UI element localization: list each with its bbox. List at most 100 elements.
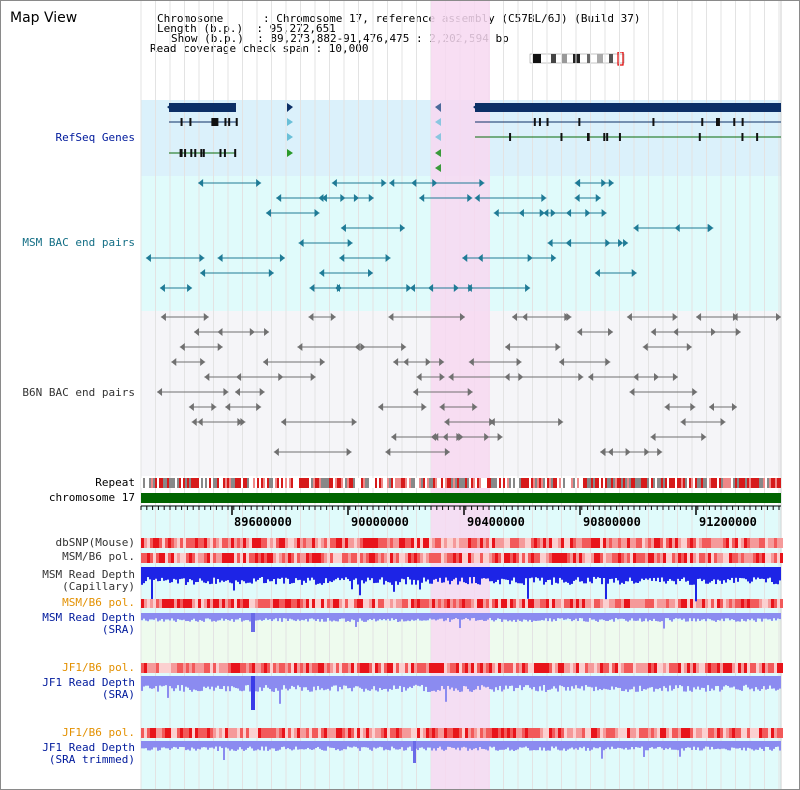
heat-cell xyxy=(441,663,444,673)
heat-cell xyxy=(522,663,525,673)
depth-bar xyxy=(685,741,687,748)
depth-bar xyxy=(439,741,441,747)
repeat-bar xyxy=(429,478,431,488)
track-label-msm-depth-cap[interactable]: MSM Read Depth xyxy=(42,568,135,581)
depth-bar xyxy=(683,741,685,751)
depth-bar xyxy=(731,676,733,688)
depth-bar xyxy=(569,676,571,691)
depth-bar xyxy=(565,676,567,691)
depth-bar xyxy=(365,567,367,582)
exon xyxy=(560,133,563,141)
repeat-bar xyxy=(283,478,285,488)
heat-cell xyxy=(768,599,771,608)
bac-end xyxy=(360,343,366,351)
depth-bar xyxy=(393,676,395,686)
track-label-msm-b6-pol-2[interactable]: MSM/B6 pol. xyxy=(62,596,135,609)
heat-cell xyxy=(234,599,237,608)
heat-cell xyxy=(420,538,423,548)
bac-end xyxy=(330,313,336,321)
track-label-b6n-bac[interactable]: B6N BAC end pairs xyxy=(22,386,135,399)
repeat-bar xyxy=(487,478,489,488)
repeat-bar xyxy=(669,478,671,488)
heat-cell xyxy=(624,663,627,673)
heat-cell xyxy=(465,553,468,563)
depth-bar xyxy=(485,676,487,688)
track-label-msm-b6-pol[interactable]: MSM/B6 pol. xyxy=(62,550,135,563)
depth-bar xyxy=(733,613,735,620)
depth-bar xyxy=(505,567,507,580)
repeat-bar xyxy=(337,478,339,488)
depth-bar xyxy=(575,567,577,580)
bac-end xyxy=(577,328,583,336)
bac-end xyxy=(605,358,611,366)
heat-cell xyxy=(261,538,264,548)
depth-bar xyxy=(525,676,527,686)
heat-cell xyxy=(705,599,708,608)
depth-bar xyxy=(611,741,613,747)
depth-bar xyxy=(723,741,725,749)
track-label-msm-depth-sra[interactable]: MSM Read Depth xyxy=(42,611,135,624)
depth-bar xyxy=(283,567,285,584)
depth-bar xyxy=(467,567,469,585)
track-label-jf1-b6-pol[interactable]: JF1/B6 pol. xyxy=(62,661,135,674)
track-label-refseq[interactable]: RefSeq Genes xyxy=(55,131,135,144)
repeat-bar xyxy=(731,478,733,488)
bac-end xyxy=(256,403,262,411)
track-label-jf1-depth-sra[interactable]: JF1 Read Depth xyxy=(42,676,135,689)
bac-end xyxy=(265,209,271,217)
depth-bar xyxy=(509,613,511,621)
repeat-bar xyxy=(369,478,371,488)
depth-bar xyxy=(359,741,361,751)
repeat-bar xyxy=(679,478,681,488)
heat-cell xyxy=(621,728,624,738)
heat-cell xyxy=(339,538,342,548)
depth-bar xyxy=(355,676,357,687)
heat-cell xyxy=(732,599,735,608)
depth-bar xyxy=(675,676,677,686)
heat-cell xyxy=(681,663,684,673)
track-label-repeat[interactable]: Repeat xyxy=(95,476,135,489)
heat-cell xyxy=(675,663,678,673)
repeat-bar xyxy=(225,478,227,488)
depth-bar xyxy=(483,676,485,687)
heat-cell xyxy=(444,728,447,738)
depth-bar xyxy=(171,567,173,583)
heat-cell xyxy=(408,538,411,548)
heat-cell xyxy=(558,663,561,673)
track-label-msm-bac[interactable]: MSM BAC end pairs xyxy=(22,236,135,249)
depth-bar xyxy=(325,741,327,751)
depth-bar xyxy=(713,741,715,750)
heat-cell xyxy=(147,538,150,548)
depth-bar xyxy=(659,741,661,747)
depth-bar xyxy=(593,567,595,577)
heat-cell xyxy=(192,538,195,548)
track-label-chromosome[interactable]: chromosome 17 xyxy=(48,491,135,504)
heat-cell xyxy=(219,599,222,608)
heat-cell xyxy=(270,663,273,673)
depth-bar xyxy=(521,676,523,691)
depth-bar xyxy=(571,613,573,622)
track-label-jf1-b6-pol-2[interactable]: JF1/B6 pol. xyxy=(62,726,135,739)
heat-cell xyxy=(222,663,225,673)
depth-bar xyxy=(195,741,197,751)
track-label-dbsnp[interactable]: dbSNP(Mouse) xyxy=(55,536,135,549)
repeat-bar xyxy=(513,478,515,488)
repeat-bar xyxy=(717,478,719,488)
depth-bar xyxy=(571,676,573,687)
depth-bar xyxy=(357,676,359,687)
repeat-bar xyxy=(659,478,661,488)
gene-arrow xyxy=(435,149,441,157)
depth-bar xyxy=(187,741,189,750)
depth-bar xyxy=(167,613,169,620)
bac-end xyxy=(308,313,314,321)
heat-cell xyxy=(552,553,555,563)
heat-cell xyxy=(285,599,288,608)
track-label-jf1-depth-sra-sub: (SRA) xyxy=(101,688,135,701)
chromosome-bar xyxy=(141,493,781,503)
heat-cell xyxy=(576,728,579,738)
heat-cell xyxy=(675,538,678,548)
track-label-jf1-depth-trim[interactable]: JF1 Read Depth xyxy=(42,741,135,754)
depth-bar xyxy=(357,741,359,749)
bac-end xyxy=(145,254,151,262)
